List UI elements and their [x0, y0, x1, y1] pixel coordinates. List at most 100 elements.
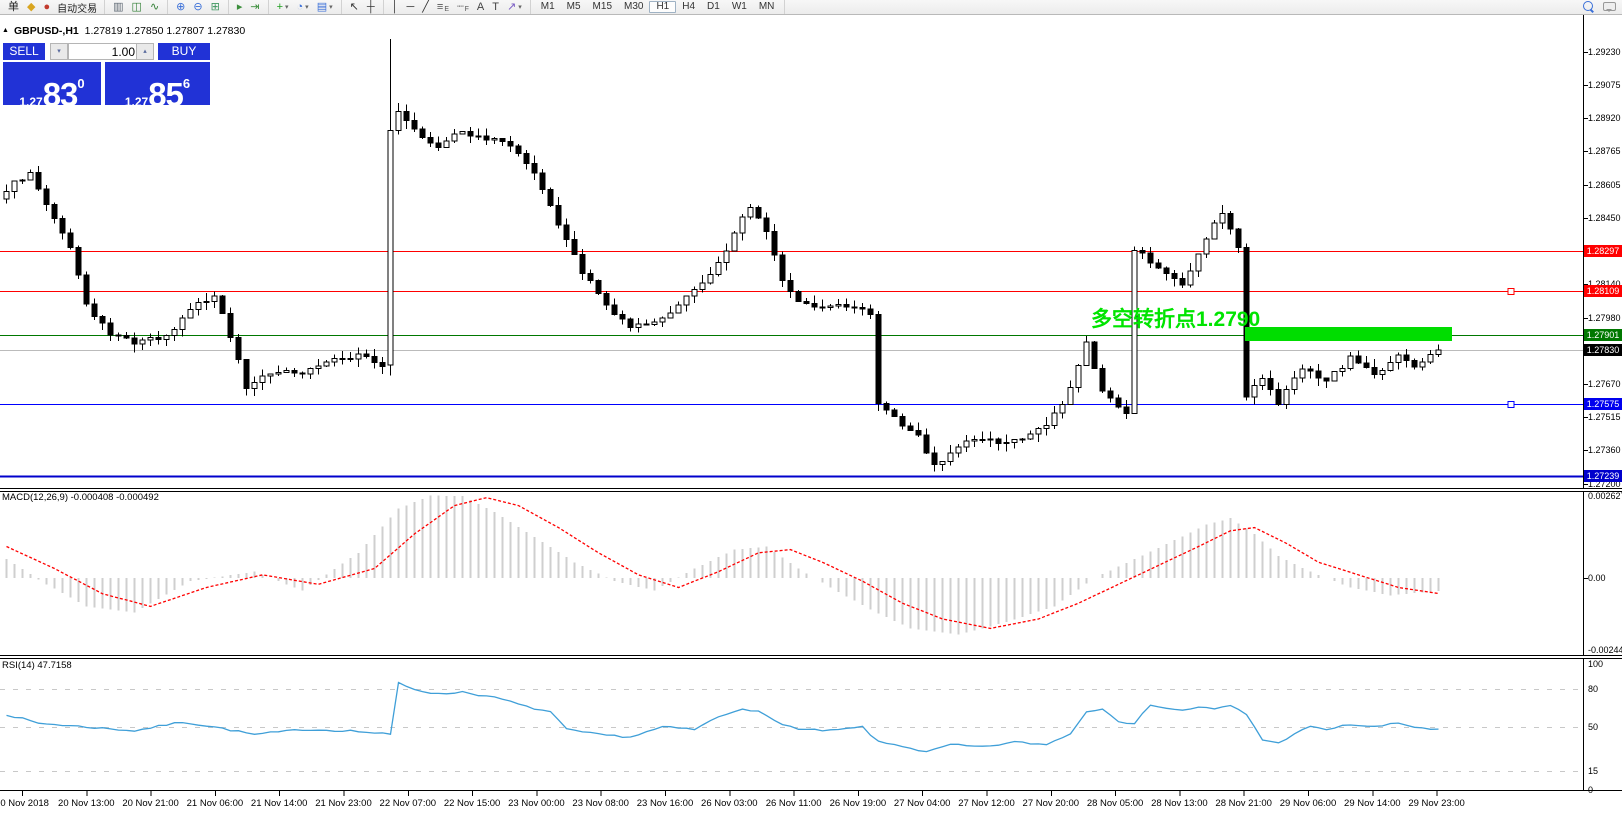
templates-icon[interactable]: ▤ ▾ — [316, 0, 333, 13]
crosshair-icon[interactable]: ┼ — [366, 0, 375, 13]
date-label-2: 20 Nov 21:00 — [122, 798, 179, 809]
rsi-value: 47.7158 — [37, 660, 72, 671]
zoom-out-icon[interactable]: ⊖ — [193, 0, 203, 13]
volume-step-up[interactable]: ▴ — [136, 43, 154, 60]
price-label-1.28297: 1.28297 — [1584, 244, 1622, 257]
timeframe-m30[interactable]: M30 — [624, 1, 644, 12]
buy-price-button[interactable]: 1.27856 — [105, 62, 210, 113]
rsi-panel-separator[interactable] — [0, 655, 1622, 659]
sell-price-button[interactable]: 1.27830 — [3, 62, 101, 113]
buy-button[interactable]: BUY — [158, 43, 210, 60]
price-tick-1.29075: 1.29075 — [1588, 79, 1621, 90]
fibonacci-f-icon[interactable]: ┈ F — [457, 0, 469, 13]
date-label-13: 26 Nov 19:00 — [829, 798, 887, 809]
macd-scale-min: -0.00244 — [1588, 645, 1622, 655]
timeframe-d1[interactable]: D1 — [707, 1, 720, 12]
macd-label: MACD(12,26,9) — [2, 492, 68, 503]
chart-symbol-title: GBPUSD-,H1 1.27819 1.27850 1.27807 1.278… — [14, 25, 245, 37]
chart-shift-icon[interactable]: ⇥ — [250, 0, 260, 13]
price-tick-1.28605: 1.28605 — [1588, 179, 1621, 190]
volume-step-down[interactable]: ▾ — [50, 43, 68, 60]
date-label-9: 23 Nov 08:00 — [572, 798, 629, 809]
timeframe-w1[interactable]: W1 — [731, 1, 747, 12]
line-chart-icon[interactable]: ∿ — [149, 0, 160, 13]
chat-icon[interactable] — [1603, 1, 1616, 12]
pivot-highlight-box[interactable] — [1245, 327, 1452, 341]
price-tick-1.28450: 1.28450 — [1588, 212, 1621, 223]
sell-price-main: 83 — [42, 76, 79, 113]
date-label-19: 28 Nov 21:00 — [1215, 798, 1272, 809]
date-label-12: 26 Nov 11:00 — [765, 798, 822, 809]
candlestick-chart-icon[interactable]: ◫ — [131, 0, 142, 13]
periods-clock-icon[interactable]: ◔ ▾ — [296, 0, 309, 13]
date-label-5: 21 Nov 23:00 — [315, 798, 372, 809]
price-tick-1.27670: 1.27670 — [1588, 378, 1621, 389]
price-tick-1.27980: 1.27980 — [1588, 312, 1621, 323]
pivot-annotation-text[interactable]: 多空转折点1.2790 — [1091, 308, 1261, 331]
timeframe-m5[interactable]: M5 — [566, 1, 581, 12]
date-label-14: 27 Nov 04:00 — [893, 798, 951, 809]
new-order-icon[interactable]: 单 — [8, 0, 19, 13]
date-label-20: 29 Nov 06:00 — [1279, 798, 1337, 809]
bar-chart-icon[interactable]: ▥ — [113, 0, 124, 13]
macd-scale-max: 0.002627 — [1588, 491, 1622, 501]
date-label-4: 21 Nov 14:00 — [250, 798, 308, 809]
price-label-1.27901: 1.27901 — [1584, 328, 1622, 341]
date-label-11: 26 Nov 03:00 — [701, 798, 758, 809]
label-tool-icon[interactable]: T — [492, 0, 499, 13]
price-label-1.27575: 1.27575 — [1584, 398, 1622, 411]
rsi-label: RSI(14) — [2, 660, 35, 671]
date-label-1: 20 Nov 13:00 — [58, 798, 115, 809]
search-icon[interactable] — [1583, 1, 1593, 11]
mt4-logo-icon: ▲ — [2, 27, 9, 34]
tile-windows-icon[interactable]: ⊞ — [210, 0, 220, 13]
text-tool-icon[interactable]: A — [476, 0, 485, 13]
timeframe-mn[interactable]: MN — [758, 1, 775, 12]
macd-value-1: -0.000408 — [70, 492, 114, 503]
buy-price-main: 85 — [148, 76, 184, 113]
toolbar: 单 ◆ ● 自动交易 ▥ ◫ ∿ ⊕ ⊖ ⊞ ▸ ⇥ + ▾ ◔ ▾ ▤ ▾ ↖ ┼ │ ─ ╱ ≡ E ┈ F A T ↗ ▾ M1 M5 M… — [0, 0, 1622, 15]
horizontal-line-icon[interactable]: ─ — [406, 0, 415, 13]
arrows-tool-icon[interactable]: ↗ ▾ — [507, 0, 522, 13]
rsi-header: RSI(14) 47.7158 — [2, 660, 72, 671]
date-label-15: 27 Nov 12:00 — [958, 798, 1015, 809]
date-label-10: 23 Nov 16:00 — [636, 798, 694, 809]
macd-header: MACD(12,26,9) -0.000408 -0.000492 — [2, 492, 159, 503]
autotrading-label[interactable]: 自动交易 — [57, 3, 98, 15]
timeframe-m15[interactable]: M15 — [592, 1, 612, 12]
timeframe-bar: M1 M5 M15 M30 H1 H4 D1 W1 MN — [535, 0, 781, 14]
indicators-add-icon[interactable]: + ▾ — [276, 0, 289, 13]
rsi-level-80: 80 — [1588, 684, 1599, 695]
date-label-22: 29 Nov 23:00 — [1408, 798, 1465, 809]
timeframe-m1[interactable]: M1 — [540, 1, 555, 12]
price-tick-1.28140: 1.28140 — [1588, 279, 1622, 289]
autotrading-icon[interactable]: ● — [43, 0, 51, 13]
date-label-16: 27 Nov 20:00 — [1022, 798, 1080, 809]
fibonacci-e-icon[interactable]: ≡ E — [436, 0, 450, 13]
price-tick-1.27200: 1.27200 — [1588, 478, 1621, 489]
cursor-icon[interactable]: ↖ — [349, 0, 359, 13]
price-label-1.27239: 1.27239 — [1584, 469, 1622, 482]
buy-price-prefix: 1.27 — [124, 95, 149, 109]
volume-input[interactable]: 1.00 — [68, 43, 140, 60]
price-tick-1.29230: 1.29230 — [1588, 47, 1621, 57]
price-tick-1.27515: 1.27515 — [1588, 411, 1621, 422]
timeframe-h1[interactable]: H1 — [649, 1, 677, 13]
price-label-1.28109: 1.28109 — [1584, 284, 1622, 297]
macd-panel-separator[interactable] — [0, 488, 1622, 492]
autoscroll-icon[interactable]: ▸ — [236, 0, 243, 13]
price-tick-1.27360: 1.27360 — [1588, 444, 1621, 455]
macd-value-2: -0.000492 — [116, 492, 159, 503]
rsi-level-15: 15 — [1588, 766, 1599, 777]
zoom-in-icon[interactable]: ⊕ — [176, 0, 186, 13]
vertical-line-icon[interactable]: │ — [391, 0, 399, 13]
rsi-level-100: 100 — [1588, 659, 1604, 669]
sell-button[interactable]: SELL — [3, 43, 45, 60]
sell-price-prefix: 1.27 — [19, 95, 43, 109]
current-price-label-1.27830: 1.27830 — [1584, 343, 1622, 356]
chart-profile-icon[interactable]: ◆ — [27, 0, 36, 13]
trendline-icon[interactable]: ╱ — [422, 0, 429, 13]
timeframe-h4[interactable]: H4 — [682, 1, 696, 12]
rsi-level-0: 0 — [1588, 785, 1594, 795]
